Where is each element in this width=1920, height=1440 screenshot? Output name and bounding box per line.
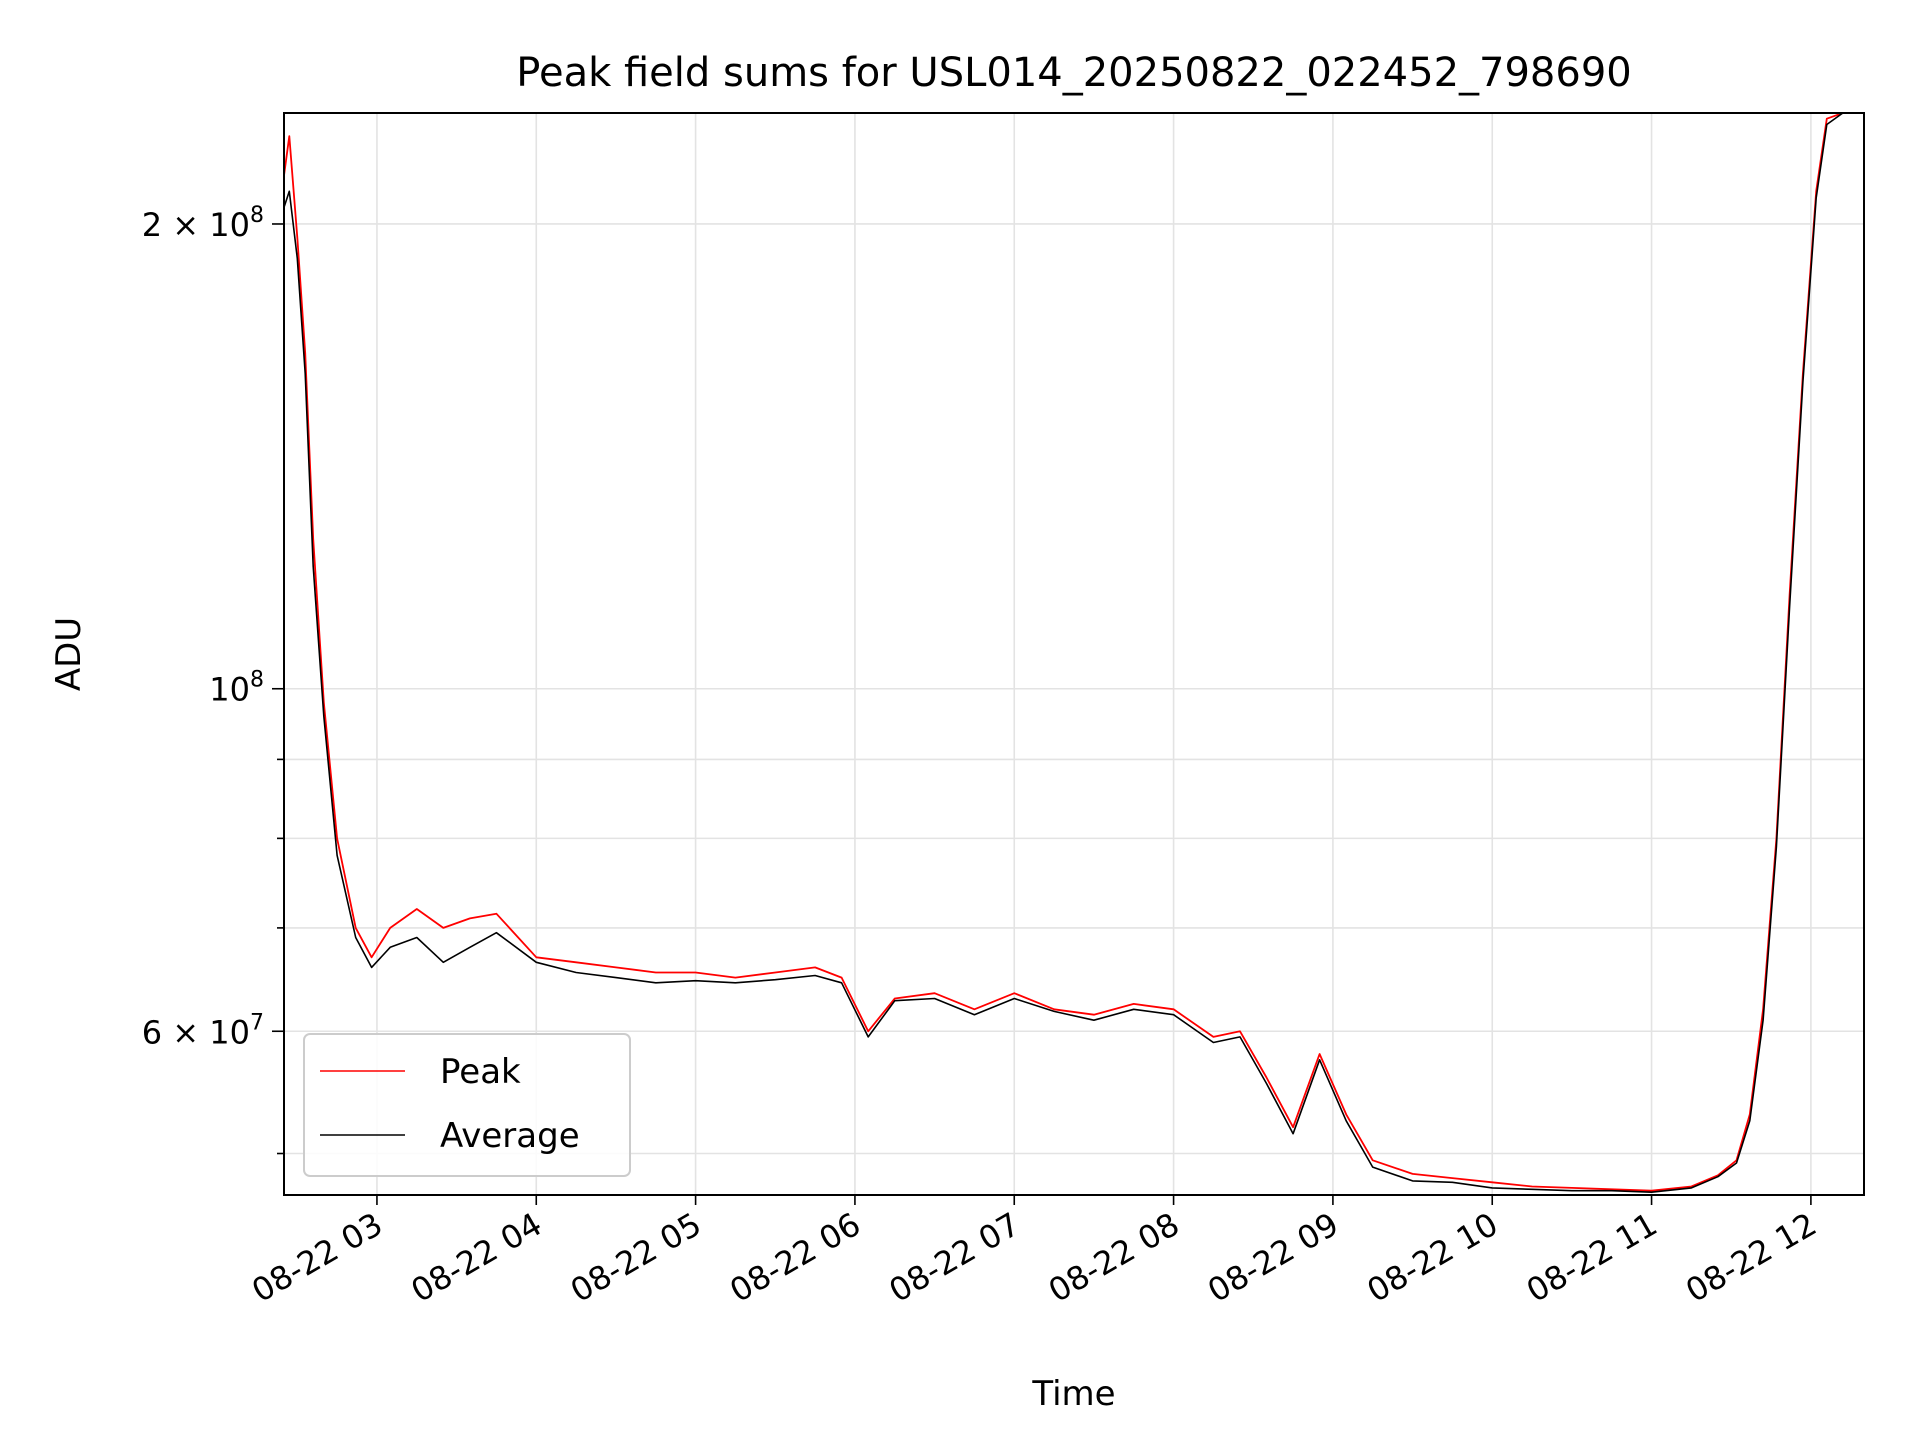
grid-layer bbox=[284, 113, 1864, 1195]
y-tick-label-base: 6 × 10 bbox=[142, 1013, 250, 1051]
y-tick-label-base: 10 bbox=[209, 671, 250, 709]
y-tick-label-base: 2 × 10 bbox=[142, 206, 250, 244]
chart-title: Peak field sums for USL014_20250822_0224… bbox=[516, 50, 1631, 96]
y-tick-label-exponent: 8 bbox=[250, 203, 264, 228]
x-axis-label: Time bbox=[1031, 1374, 1115, 1414]
y-tick-label-exponent: 7 bbox=[250, 1010, 264, 1035]
plot-frame bbox=[283, 112, 1865, 1196]
series-line-peak bbox=[283, 112, 1864, 1192]
y-tick-label: 6 × 107 bbox=[142, 1010, 264, 1051]
y-axis-label: ADU bbox=[49, 617, 89, 691]
legend: Peak Average bbox=[303, 1033, 631, 1177]
y-tick-label: 2 × 108 bbox=[142, 203, 264, 244]
legend-label-peak: Peak bbox=[440, 1052, 521, 1092]
legend-box bbox=[303, 1033, 631, 1177]
y-tick-label-exponent: 8 bbox=[250, 668, 264, 693]
series-layer bbox=[283, 112, 1864, 1193]
series-line-average bbox=[283, 112, 1864, 1193]
y-tick-label: 108 bbox=[209, 668, 264, 709]
legend-label-average: Average bbox=[440, 1116, 580, 1156]
